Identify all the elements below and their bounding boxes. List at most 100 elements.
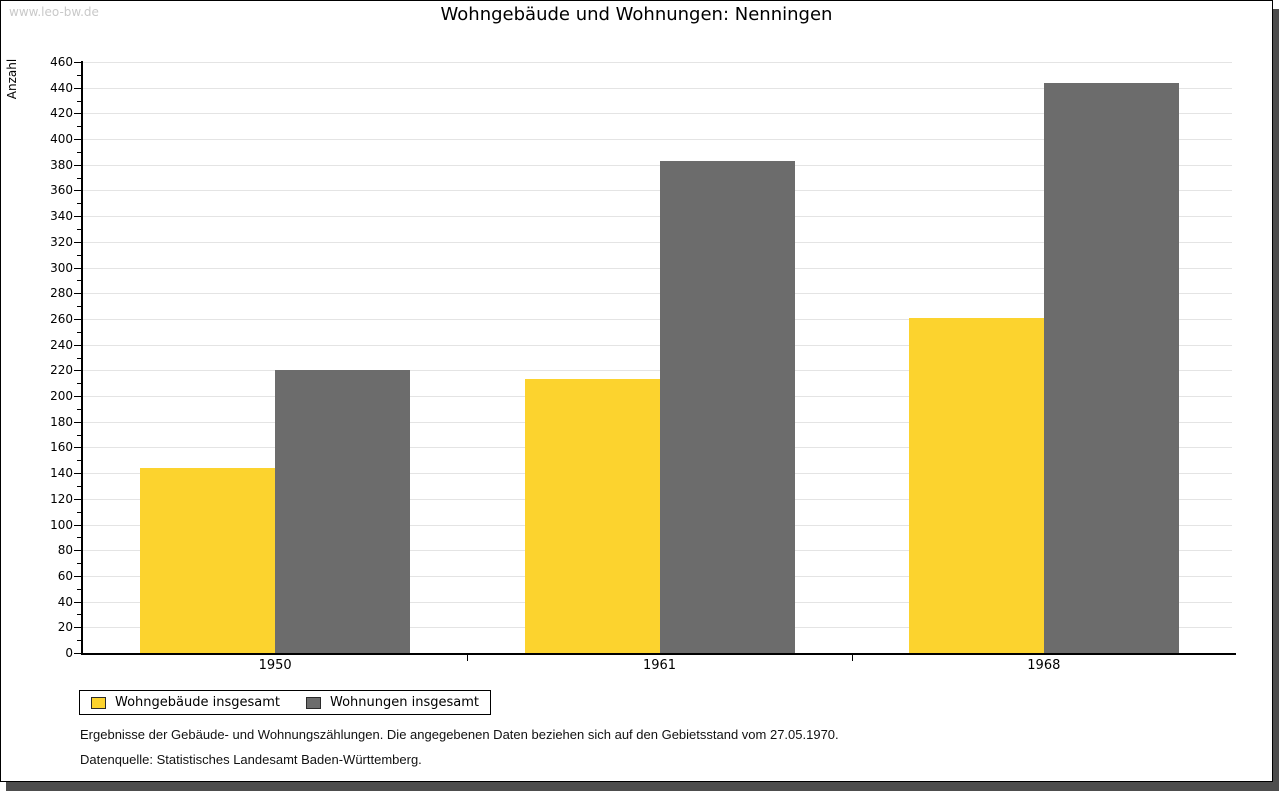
y-tick-label: 420 bbox=[50, 106, 73, 121]
y-tick-label: 200 bbox=[50, 389, 73, 404]
y-tick-major bbox=[74, 370, 81, 372]
y-tick-major bbox=[74, 396, 81, 398]
y-tick-major bbox=[74, 190, 81, 192]
y-tick-label: 80 bbox=[57, 543, 73, 558]
y-tick-label: 100 bbox=[50, 517, 73, 532]
y-tick-major bbox=[74, 241, 81, 243]
y-tick-major bbox=[74, 627, 81, 629]
y-tick-major bbox=[74, 447, 81, 449]
y-tick-major bbox=[74, 293, 81, 295]
y-tick-major bbox=[74, 318, 81, 320]
y-tick-label: 20 bbox=[57, 620, 73, 635]
y-axis-line bbox=[81, 61, 83, 655]
y-tick-major bbox=[74, 524, 81, 526]
y-tick-minor bbox=[77, 126, 81, 128]
y-tick-major bbox=[74, 267, 81, 269]
y-tick-label: 160 bbox=[50, 440, 73, 455]
y-tick-minor bbox=[77, 74, 81, 76]
x-tick-label: 1968 bbox=[1027, 658, 1061, 673]
y-tick-minor bbox=[77, 151, 81, 153]
y-tick-major bbox=[74, 601, 81, 603]
y-tick-major bbox=[74, 216, 81, 218]
y-tick-label: 380 bbox=[50, 157, 73, 172]
bar-series-1 bbox=[275, 370, 411, 653]
y-tick-label: 120 bbox=[50, 491, 73, 506]
y-gridline bbox=[83, 267, 1232, 269]
x-tick-label: 1950 bbox=[258, 658, 292, 673]
y-tick-label: 0 bbox=[65, 646, 73, 660]
y-tick-label: 140 bbox=[50, 466, 73, 481]
y-tick-minor bbox=[77, 485, 81, 487]
y-tick-major bbox=[74, 87, 81, 89]
y-tick-minor bbox=[77, 460, 81, 462]
y-tick-major bbox=[74, 164, 81, 166]
y-tick-label: 440 bbox=[50, 80, 73, 95]
legend-entry-wohngebaeude: Wohngebäude insgesamt bbox=[91, 695, 280, 710]
y-tick-major bbox=[74, 550, 81, 552]
y-tick-label: 320 bbox=[50, 234, 73, 249]
chart-title: Wohngebäude und Wohnungen: Nenningen bbox=[440, 4, 833, 25]
y-tick-minor bbox=[77, 100, 81, 102]
y-gridline bbox=[83, 241, 1232, 243]
y-tick-label: 220 bbox=[50, 363, 73, 378]
y-tick-minor bbox=[77, 588, 81, 590]
y-tick-minor bbox=[77, 434, 81, 436]
y-tick-minor bbox=[77, 203, 81, 205]
legend-entry-wohnungen: Wohnungen insgesamt bbox=[306, 695, 479, 710]
x-group-tick bbox=[851, 655, 853, 661]
y-tick-major bbox=[74, 421, 81, 423]
bar-series-0 bbox=[908, 317, 1044, 653]
y-tick-minor bbox=[77, 306, 81, 308]
y-tick-label: 240 bbox=[50, 337, 73, 352]
y-tick-minor bbox=[77, 331, 81, 333]
y-tick-minor bbox=[77, 383, 81, 385]
y-gridline bbox=[83, 87, 1232, 89]
y-tick-major bbox=[74, 653, 81, 654]
y-tick-minor bbox=[77, 563, 81, 565]
y-tick-label: 280 bbox=[50, 286, 73, 301]
y-tick-minor bbox=[77, 280, 81, 282]
y-gridline bbox=[83, 344, 1232, 346]
footnote-line-1: Ergebnisse der Gebäude- und Wohnungszähl… bbox=[80, 727, 839, 742]
y-tick-minor bbox=[77, 511, 81, 513]
bar-series-0 bbox=[140, 468, 276, 653]
y-tick-minor bbox=[77, 640, 81, 642]
y-tick-major bbox=[74, 344, 81, 346]
y-tick-minor bbox=[77, 408, 81, 410]
legend-label-wohnungen: Wohnungen insgesamt bbox=[330, 695, 479, 710]
plot-area: 0 20 40 60 80 100 120 140 160 180 200 220 240 260 280 3… bbox=[50, 55, 1236, 673]
y-tick-label: 180 bbox=[50, 414, 73, 429]
y-tick-label: 360 bbox=[50, 183, 73, 198]
legend: Wohngebäude insgesamt Wohnungen insgesam… bbox=[79, 690, 491, 715]
legend-swatch-wohngebaeude bbox=[91, 696, 106, 709]
y-gridline bbox=[83, 318, 1232, 320]
y-tick-minor bbox=[77, 229, 81, 231]
y-tick-minor bbox=[77, 614, 81, 616]
y-tick-minor bbox=[77, 537, 81, 539]
y-tick-label: 340 bbox=[50, 209, 73, 224]
bar-series-0 bbox=[524, 379, 660, 653]
bar-series-1 bbox=[1043, 82, 1179, 653]
y-gridline bbox=[83, 139, 1232, 141]
x-axis-line bbox=[81, 653, 1236, 655]
y-gridline bbox=[83, 216, 1232, 218]
y-axis-label: Anzahl bbox=[5, 58, 19, 100]
y-tick-label: 40 bbox=[57, 594, 73, 609]
y-tick-major bbox=[74, 139, 81, 141]
y-gridline bbox=[83, 370, 1232, 372]
y-tick-label: 460 bbox=[50, 55, 73, 69]
y-tick-label: 300 bbox=[50, 260, 73, 275]
y-tick-major bbox=[74, 62, 81, 63]
y-gridline bbox=[83, 190, 1232, 192]
legend-label-wohngebaeude: Wohngebäude insgesamt bbox=[115, 695, 280, 710]
y-tick-minor bbox=[77, 254, 81, 256]
watermark: www.leo-bw.de bbox=[9, 5, 99, 19]
y-tick-major bbox=[74, 113, 81, 115]
y-tick-label: 60 bbox=[57, 568, 73, 583]
footnote-line-2: Datenquelle: Statistisches Landesamt Bad… bbox=[80, 752, 422, 767]
y-tick-major bbox=[74, 575, 81, 577]
legend-swatch-wohnungen bbox=[306, 696, 321, 709]
y-gridline bbox=[83, 62, 1232, 63]
x-group-tick bbox=[467, 655, 469, 661]
